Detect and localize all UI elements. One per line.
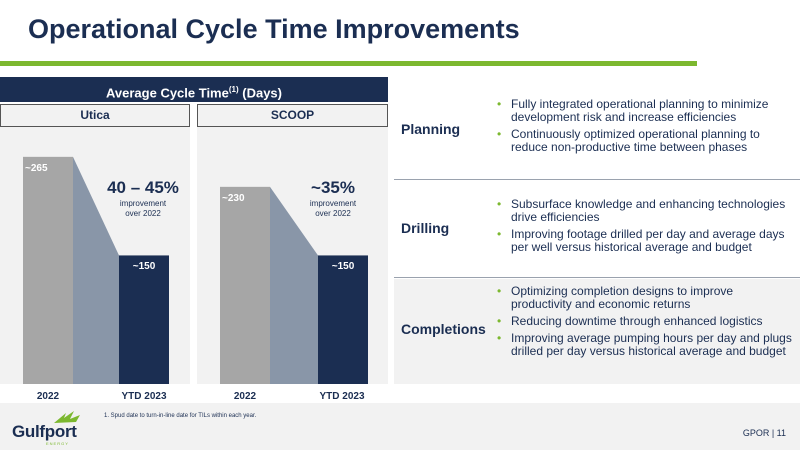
utica-bar-2022 bbox=[23, 156, 73, 384]
drilling-bullets: Subsurface knowledge and enhancing techn… bbox=[497, 198, 797, 258]
completions-bullet: Optimizing completion designs to improve… bbox=[497, 285, 797, 311]
scoop-2022-value-label: ~230 bbox=[222, 192, 245, 204]
footer bbox=[0, 403, 800, 450]
gulfport-logo: Gulfport ENERGY bbox=[12, 410, 86, 446]
drilling-label: Drilling bbox=[401, 220, 450, 236]
chart-header-footnote-ref: (1) bbox=[228, 85, 239, 94]
completions-bullets: Optimizing completion designs to improve… bbox=[497, 285, 797, 362]
drilling-row: Drilling Subsurface knowledge and enhanc… bbox=[394, 181, 800, 278]
planning-bullets: Fully integrated operational planning to… bbox=[497, 98, 797, 158]
logo-flame-icon bbox=[54, 411, 80, 423]
chart-header: Average Cycle Time(1) (Days) bbox=[0, 77, 388, 102]
drilling-bullet: Improving footage drilled per day and av… bbox=[497, 228, 797, 254]
scoop-improvement-pct: ~35% bbox=[311, 178, 355, 197]
utica-reduction-connector bbox=[73, 156, 119, 384]
page-title: Operational Cycle Time Improvements bbox=[28, 14, 520, 44]
scoop-panel-title: SCOOP bbox=[197, 104, 388, 127]
scoop-bar-ytd-2023 bbox=[318, 255, 368, 384]
utica-x-label-2023: YTD 2023 bbox=[121, 391, 167, 402]
scoop-x-label-2022: 2022 bbox=[233, 391, 257, 402]
utica-bar-ytd-2023 bbox=[119, 255, 169, 384]
completions-row: Completions Optimizing completion design… bbox=[394, 279, 800, 384]
utica-improvement-sub-1: improvement bbox=[119, 199, 167, 208]
row-divider bbox=[394, 179, 800, 180]
logo-wordmark: Gulfport bbox=[12, 422, 77, 441]
utica-improvement-pct: 40 – 45% bbox=[107, 178, 179, 197]
scoop-x-label-2023: YTD 2023 bbox=[319, 391, 365, 402]
completions-bullet: Improving average pumping hours per day … bbox=[497, 332, 797, 358]
utica-x-label-2022: 2022 bbox=[36, 391, 60, 402]
scoop-reduction-connector bbox=[270, 186, 318, 384]
title-underline bbox=[0, 61, 697, 66]
utica-panel-title: Utica bbox=[0, 104, 190, 127]
page-number: GPOR | 11 bbox=[742, 428, 786, 438]
utica-improvement-sub-2: over 2022 bbox=[125, 209, 161, 218]
planning-bullet: Fully integrated operational planning to… bbox=[497, 98, 797, 124]
utica-2023-value-label: ~150 bbox=[132, 261, 156, 273]
footnote: 1. Spud date to turn-in-line date for TI… bbox=[104, 413, 257, 419]
scoop-improvement-sub-1: improvement bbox=[309, 199, 357, 208]
drilling-bullet: Subsurface knowledge and enhancing techn… bbox=[497, 198, 797, 224]
row-divider bbox=[394, 277, 800, 278]
logo-subtext: ENERGY bbox=[46, 441, 69, 446]
planning-bullet: Continuously optimized operational plann… bbox=[497, 128, 797, 154]
scoop-bar-2022 bbox=[220, 186, 270, 384]
completions-label: Completions bbox=[401, 321, 486, 337]
utica-2022-value-label: ~265 bbox=[25, 162, 48, 174]
scoop-improvement-sub-2: over 2022 bbox=[315, 209, 351, 218]
chart-header-tail: (Days) bbox=[238, 85, 282, 101]
planning-label: Planning bbox=[401, 121, 461, 137]
planning-row: Planning Fully integrated operational pl… bbox=[394, 80, 800, 177]
scoop-2023-value-label: ~150 bbox=[331, 261, 355, 273]
completions-bullet: Reducing downtime through enhanced logis… bbox=[497, 315, 797, 329]
chart-header-main: Average Cycle Time bbox=[106, 85, 229, 101]
